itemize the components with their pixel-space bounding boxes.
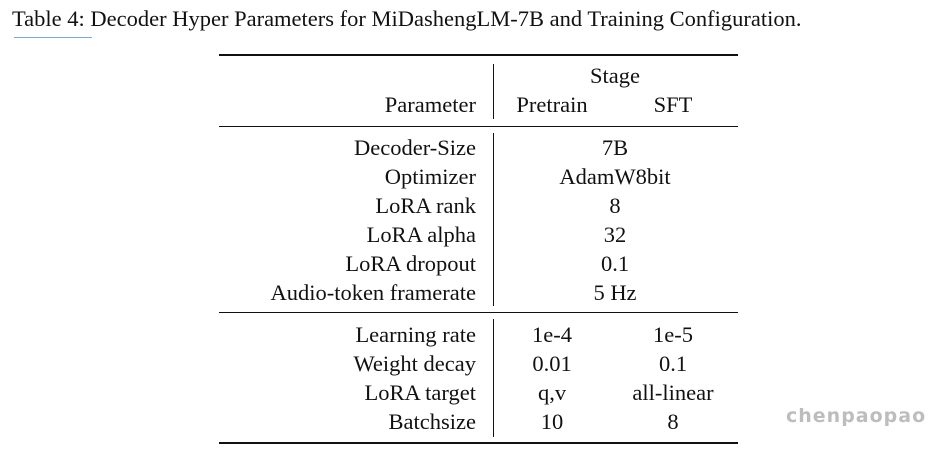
row-parameter: Audio-token framerate	[270, 280, 476, 305]
row-sft-value: all-linear	[632, 380, 714, 405]
row-shared-value: 5 Hz	[593, 280, 637, 305]
watermark-text: chenpaopao	[786, 405, 927, 427]
row-sft-value: 0.1	[658, 351, 688, 376]
row-shared-value: 8	[609, 193, 621, 218]
top-rule	[219, 54, 738, 56]
row-parameter: Decoder-Size	[354, 135, 476, 160]
column-separator	[493, 133, 494, 306]
parameter-header: Parameter	[384, 92, 476, 117]
row-parameter: LoRA target	[364, 380, 476, 405]
mid-rule	[219, 312, 738, 313]
row-shared-value: 7B	[601, 135, 629, 160]
table-caption: Table 4: Decoder Hyper Parameters for Mi…	[12, 6, 802, 31]
row-parameter: LoRA dropout	[345, 251, 476, 276]
column-separator	[493, 64, 494, 119]
row-shared-value: AdamW8bit	[559, 164, 671, 189]
column-separator	[493, 319, 494, 437]
row-parameter: Weight decay	[353, 351, 476, 376]
row-sft-value: 8	[667, 409, 679, 434]
row-parameter: LoRA rank	[375, 193, 476, 218]
caption-link-underline	[14, 37, 92, 38]
row-parameter: Batchsize	[388, 409, 476, 434]
row-pretrain-value: 1e-4	[532, 322, 572, 347]
row-parameter: Learning rate	[355, 322, 476, 347]
row-shared-value: 32	[603, 222, 627, 247]
header-rule	[219, 126, 738, 127]
row-parameter: Optimizer	[384, 164, 476, 189]
row-pretrain-value: 10	[540, 409, 564, 434]
row-parameter: LoRA alpha	[366, 222, 476, 247]
sft-header: SFT	[653, 92, 693, 117]
pretrain-header: Pretrain	[516, 92, 588, 117]
row-pretrain-value: q,v	[537, 380, 567, 405]
row-shared-value: 0.1	[600, 251, 630, 276]
row-pretrain-value: 0.01	[532, 351, 572, 376]
bottom-rule	[219, 442, 738, 444]
row-sft-value: 1e-5	[653, 322, 693, 347]
stage-header: Stage	[590, 63, 640, 88]
